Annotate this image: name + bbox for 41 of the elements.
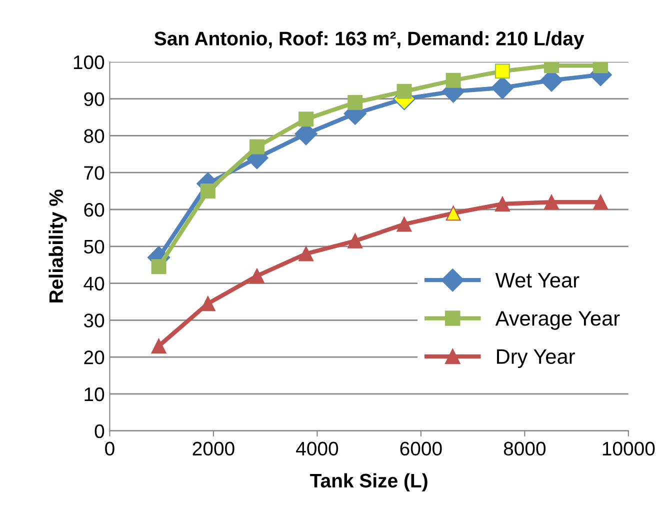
legend-label: Dry Year — [497, 349, 575, 368]
point — [298, 246, 314, 262]
point — [249, 139, 264, 154]
point — [494, 196, 510, 212]
chart-title: San Antonio, Roof: 163 m², Demand: 210 L/day — [154, 31, 584, 50]
point — [200, 296, 216, 312]
point — [396, 84, 412, 99]
point — [494, 64, 510, 79]
x-tick-label: 6000 — [400, 442, 442, 456]
y-tick-label: 80 — [84, 129, 104, 143]
x-tick-label: 4000 — [296, 442, 338, 456]
point — [151, 338, 166, 354]
y-tick-label: 70 — [84, 166, 104, 180]
legend-label: Wet Year — [495, 273, 580, 288]
y-axis-title: Reliability % — [48, 190, 67, 302]
y-tick-label: 20 — [84, 350, 104, 364]
point — [446, 206, 461, 221]
x-axis-title: Tank Size (L) — [310, 473, 428, 492]
y-tick-label: 60 — [84, 202, 104, 217]
y-tick-label: 30 — [84, 314, 104, 328]
point — [298, 112, 314, 127]
point — [396, 216, 412, 232]
x-tick-label: 2000 — [192, 442, 234, 456]
x-tick-label: 0 — [105, 442, 114, 456]
y-tick-label: 100 — [74, 55, 104, 70]
point — [348, 95, 363, 110]
y-tick-label: 90 — [84, 92, 104, 106]
legend-label: Average Year — [495, 311, 620, 330]
y-tick-label: 50 — [84, 240, 104, 254]
y-tick-label: 0 — [94, 424, 104, 438]
point — [151, 259, 166, 274]
x-tick-label: 10000 — [602, 442, 655, 456]
x-tick-label: 8000 — [504, 442, 546, 456]
point — [446, 72, 461, 88]
point — [200, 184, 216, 199]
point — [593, 194, 608, 210]
y-tick-label: 10 — [84, 387, 104, 402]
point — [348, 233, 363, 248]
point — [249, 268, 264, 284]
y-tick-label: 40 — [84, 276, 104, 291]
point — [544, 194, 559, 210]
